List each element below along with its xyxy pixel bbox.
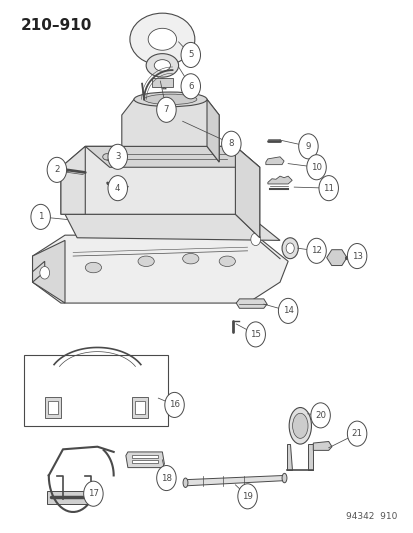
Ellipse shape xyxy=(182,254,198,264)
Polygon shape xyxy=(267,176,292,184)
Text: 5: 5 xyxy=(188,51,193,60)
Ellipse shape xyxy=(288,408,311,444)
Text: 14: 14 xyxy=(282,306,293,316)
Text: 6: 6 xyxy=(188,82,193,91)
FancyBboxPatch shape xyxy=(132,460,158,463)
Circle shape xyxy=(278,298,297,324)
Text: 1: 1 xyxy=(38,212,43,221)
Ellipse shape xyxy=(218,256,235,266)
Polygon shape xyxy=(236,299,266,308)
FancyBboxPatch shape xyxy=(132,397,148,418)
Circle shape xyxy=(180,43,200,68)
Polygon shape xyxy=(154,78,170,89)
Circle shape xyxy=(298,134,318,159)
Text: 9: 9 xyxy=(305,142,310,151)
Ellipse shape xyxy=(148,28,176,50)
Ellipse shape xyxy=(134,92,206,107)
Ellipse shape xyxy=(85,262,101,273)
Ellipse shape xyxy=(292,413,307,438)
Circle shape xyxy=(318,175,338,201)
Circle shape xyxy=(237,484,257,509)
Polygon shape xyxy=(326,249,346,265)
Polygon shape xyxy=(184,475,284,486)
Polygon shape xyxy=(61,147,85,214)
Circle shape xyxy=(108,175,127,201)
Text: 11: 11 xyxy=(323,184,333,192)
Polygon shape xyxy=(85,147,259,167)
Circle shape xyxy=(306,238,325,263)
Text: 18: 18 xyxy=(161,473,171,482)
Ellipse shape xyxy=(130,13,195,66)
Circle shape xyxy=(306,155,325,180)
Circle shape xyxy=(31,204,50,229)
FancyBboxPatch shape xyxy=(45,397,61,418)
Polygon shape xyxy=(206,99,218,162)
Text: 15: 15 xyxy=(249,330,261,339)
Text: 12: 12 xyxy=(310,246,321,255)
Text: 94342  910: 94342 910 xyxy=(346,512,397,521)
Text: 2: 2 xyxy=(54,165,59,174)
Ellipse shape xyxy=(144,94,197,104)
Circle shape xyxy=(40,266,50,279)
Polygon shape xyxy=(235,147,259,238)
Circle shape xyxy=(347,421,366,446)
Circle shape xyxy=(285,243,294,254)
Ellipse shape xyxy=(102,154,111,160)
FancyBboxPatch shape xyxy=(152,78,172,87)
FancyBboxPatch shape xyxy=(132,455,158,458)
Ellipse shape xyxy=(281,473,286,483)
Polygon shape xyxy=(33,261,45,282)
Polygon shape xyxy=(308,444,313,470)
Ellipse shape xyxy=(154,60,170,71)
Circle shape xyxy=(164,392,184,417)
Polygon shape xyxy=(65,214,279,240)
Ellipse shape xyxy=(146,54,178,77)
Circle shape xyxy=(310,403,330,428)
FancyBboxPatch shape xyxy=(24,356,168,426)
Text: 19: 19 xyxy=(242,492,252,501)
Ellipse shape xyxy=(138,256,154,266)
Text: 210–910: 210–910 xyxy=(20,19,92,34)
FancyBboxPatch shape xyxy=(47,491,89,504)
Polygon shape xyxy=(33,235,287,303)
Polygon shape xyxy=(126,452,164,467)
FancyBboxPatch shape xyxy=(135,401,145,414)
Text: 17: 17 xyxy=(88,489,99,498)
FancyBboxPatch shape xyxy=(47,401,58,414)
Polygon shape xyxy=(121,99,218,162)
Circle shape xyxy=(250,233,260,246)
Text: 10: 10 xyxy=(310,163,321,172)
Circle shape xyxy=(281,238,297,259)
Circle shape xyxy=(83,481,103,506)
Text: 8: 8 xyxy=(228,139,233,148)
Polygon shape xyxy=(33,240,65,303)
Circle shape xyxy=(156,465,176,490)
Text: 7: 7 xyxy=(163,106,169,114)
Text: 13: 13 xyxy=(351,252,362,261)
Circle shape xyxy=(221,131,240,156)
Ellipse shape xyxy=(57,166,64,172)
Polygon shape xyxy=(265,157,283,165)
Polygon shape xyxy=(313,441,331,450)
Text: 4: 4 xyxy=(115,184,120,192)
Polygon shape xyxy=(61,147,259,238)
Circle shape xyxy=(47,157,66,182)
Text: 20: 20 xyxy=(314,411,325,420)
Ellipse shape xyxy=(183,478,188,488)
Circle shape xyxy=(180,74,200,99)
Circle shape xyxy=(245,322,265,347)
Circle shape xyxy=(347,244,366,269)
Text: 3: 3 xyxy=(115,152,120,161)
Circle shape xyxy=(108,144,127,169)
Text: 16: 16 xyxy=(169,400,180,409)
Text: 21: 21 xyxy=(351,429,362,438)
Circle shape xyxy=(156,97,176,123)
Polygon shape xyxy=(287,444,292,470)
